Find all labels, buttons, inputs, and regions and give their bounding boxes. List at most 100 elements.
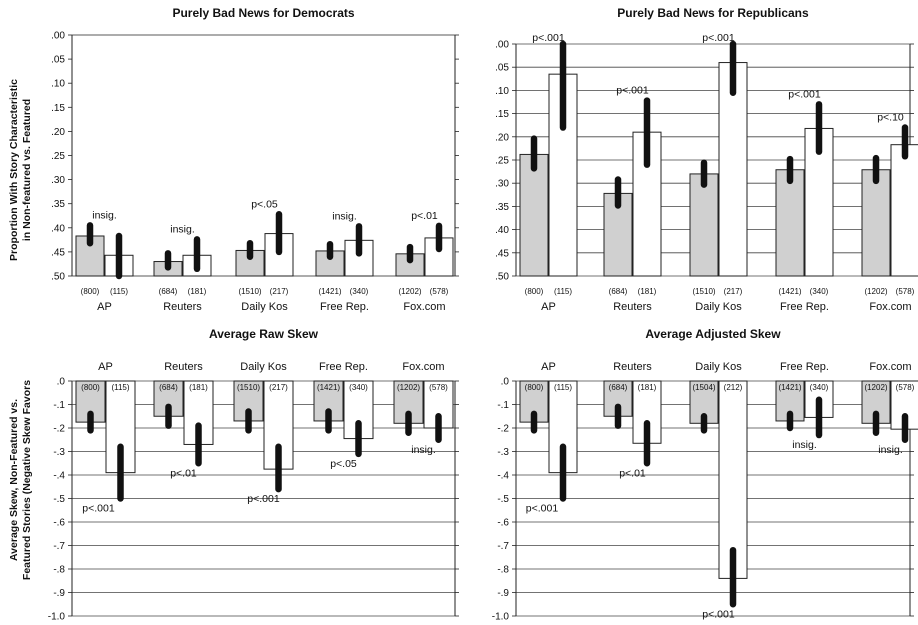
chart-title: Average Adjusted Skew <box>645 327 781 341</box>
bar-featured <box>718 62 748 277</box>
count-label: (800) <box>525 383 544 392</box>
y-tick-label: -.3 <box>497 447 509 458</box>
y-tick-label: .45 <box>495 248 509 259</box>
y-tick-label: .40 <box>51 223 65 234</box>
y-tick-label: -.6 <box>53 518 65 529</box>
y-tick-label: .20 <box>51 127 65 138</box>
y-tick-label: -.9 <box>497 588 509 599</box>
significance-label: p<.10 <box>877 112 904 124</box>
significance-label: p<.001 <box>702 32 735 44</box>
significance-label: p<.05 <box>251 198 278 210</box>
count-label: (578) <box>429 383 448 392</box>
y-tick-label: .40 <box>495 225 509 236</box>
count-label: (181) <box>638 383 657 392</box>
category-label: Free Rep. <box>780 361 829 373</box>
category-label: Fox.com <box>402 361 444 373</box>
count-label: (181) <box>638 287 657 296</box>
count-label: (684) <box>609 383 628 392</box>
count-label: (578) <box>896 287 915 296</box>
y-tick-label: .00 <box>495 40 509 51</box>
significance-label: insig. <box>170 223 195 235</box>
y-tick-label: -.9 <box>53 588 65 599</box>
svg-text:Proportion With Story Characte: Proportion With Story Characteristic <box>8 79 20 261</box>
svg-text:Average Skew, Non-Featured vs.: Average Skew, Non-Featured vs. <box>8 399 20 561</box>
bar-non-featured <box>315 250 345 277</box>
y-tick-label: -.1 <box>497 400 509 411</box>
significance-label: p<.01 <box>170 467 197 479</box>
count-label: (1421) <box>778 383 801 392</box>
y-tick-label: -1.0 <box>492 612 510 623</box>
count-label: (115) <box>554 383 572 392</box>
significance-label: p<.001 <box>526 503 559 515</box>
count-label: (578) <box>896 383 915 392</box>
count-label: (684) <box>159 287 178 296</box>
count-label: (578) <box>430 287 449 296</box>
y-tick-label: .25 <box>495 156 509 167</box>
y-tick-label: .30 <box>51 175 65 186</box>
y-tick-label: -.4 <box>53 471 65 482</box>
significance-label: insig. <box>878 444 903 456</box>
significance-label: p<.01 <box>411 210 438 222</box>
panel-average-adjusted-skew: Average Adjusted Skew .0 -.1 -.2 -.3 -.4 -.5 -.… <box>492 327 918 623</box>
bar-non-featured <box>689 173 719 277</box>
count-label: (684) <box>159 383 178 392</box>
y-tick-label: -.8 <box>53 565 65 576</box>
bar-featured <box>890 144 918 277</box>
count-label: (217) <box>724 287 743 296</box>
count-label: (340) <box>350 287 369 296</box>
count-label: (684) <box>609 287 628 296</box>
y-tick-label: -.6 <box>497 518 509 529</box>
bar-non-featured <box>775 169 805 277</box>
y-tick-label: -.2 <box>53 424 65 435</box>
panel-bad-news-democrats: Purely Bad News for Democrats .00 .05 .10 .1… <box>51 6 459 313</box>
chart-title: Purely Bad News for Democrats <box>172 6 354 20</box>
count-label: (340) <box>349 383 368 392</box>
category-label: Reuters <box>613 301 652 313</box>
svg-text:Featured Stories (Negative Ske: Featured Stories (Negative Skew Favors <box>21 380 33 580</box>
count-label: (800) <box>81 287 100 296</box>
count-label: (1202) <box>864 287 887 296</box>
y-tick-label: .15 <box>51 103 65 114</box>
significance-label: p<.001 <box>82 503 115 515</box>
bar-featured <box>105 380 136 474</box>
significance-label: p<.05 <box>330 458 357 470</box>
category-label: Reuters <box>164 361 203 373</box>
significance-label: p<.01 <box>619 467 646 479</box>
panel-average-raw-skew: Average Raw Skew .0 -.1 -.2 -.3 -.4 -.5 -.6 -.7 -… <box>48 327 459 623</box>
y-tick-label: .05 <box>51 55 65 66</box>
count-label: (217) <box>270 287 289 296</box>
bar-featured <box>548 73 578 277</box>
svg-text:in Non-featured vs. Featured: in Non-featured vs. Featured <box>21 99 33 241</box>
bar-featured <box>423 380 454 429</box>
category-label: Daily Kos <box>695 361 742 373</box>
count-label: (340) <box>810 287 829 296</box>
count-label: (340) <box>810 383 829 392</box>
significance-label: p<.001 <box>788 88 821 100</box>
y-tick-label: -.2 <box>497 424 509 435</box>
y-tick-label: .0 <box>501 377 510 388</box>
significance-label: p<.001 <box>532 32 565 44</box>
category-label: Free Rep. <box>319 361 368 373</box>
significance-label: p<.001 <box>702 608 735 620</box>
y-tick-label: .15 <box>495 109 509 120</box>
y-tick-label: -.7 <box>53 541 65 552</box>
count-label: (217) <box>269 383 288 392</box>
y-tick-label: -.3 <box>53 447 65 458</box>
y-tick-label: .20 <box>495 132 509 143</box>
y-tick-label: .25 <box>51 151 65 162</box>
y-tick-label: .30 <box>495 179 509 190</box>
category-label: Daily Kos <box>695 301 742 313</box>
bar-featured <box>718 380 748 579</box>
y-tick-label: -.7 <box>497 541 509 552</box>
count-label: (1510) <box>237 383 260 392</box>
y-tick-label: .10 <box>51 79 65 90</box>
category-label: AP <box>97 301 112 313</box>
y-tick-label: -.5 <box>497 494 509 505</box>
y-tick-label: -.8 <box>497 565 509 576</box>
significance-label: insig. <box>411 444 436 456</box>
count-label: (1504) <box>692 383 715 392</box>
category-label: AP <box>541 301 556 313</box>
category-label: AP <box>541 361 556 373</box>
category-label: Daily Kos <box>240 361 287 373</box>
